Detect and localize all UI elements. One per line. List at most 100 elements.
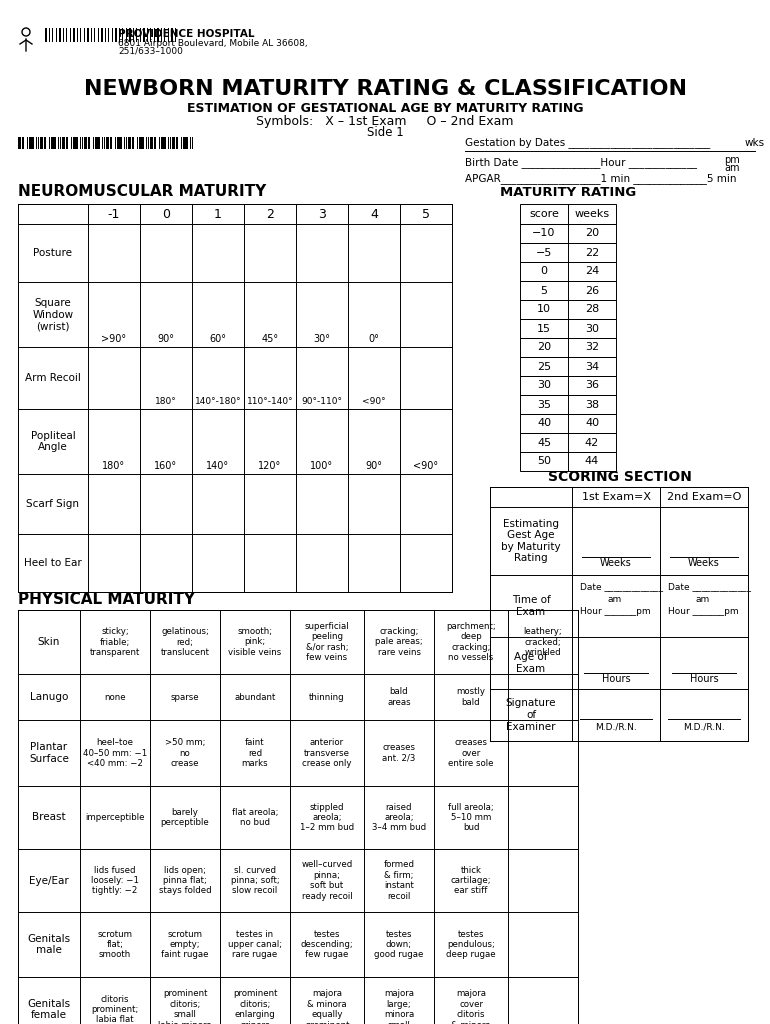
Text: creases
ant. 2/3: creases ant. 2/3: [383, 743, 416, 763]
Text: Gestation by Dates ___________________________: Gestation by Dates _____________________…: [465, 137, 710, 148]
Bar: [18, 204, 452, 592]
Bar: [91, 137, 92, 150]
Bar: [520, 395, 616, 414]
Text: 10: 10: [537, 304, 551, 314]
Bar: [35, 137, 37, 150]
Bar: [143, 28, 146, 42]
Text: 2: 2: [266, 208, 274, 220]
Text: prominent
clitoris;
small
labia minora: prominent clitoris; small labia minora: [158, 989, 212, 1024]
Bar: [139, 28, 140, 42]
Bar: [520, 243, 616, 262]
Bar: [148, 137, 149, 150]
Bar: [520, 262, 616, 281]
Text: -1: -1: [108, 208, 120, 220]
Text: parchment;
deep
cracking;
no vessels: parchment; deep cracking; no vessels: [446, 622, 496, 663]
Bar: [62, 137, 65, 150]
Text: testes
down;
good rugae: testes down; good rugae: [374, 930, 424, 959]
Bar: [52, 28, 53, 42]
Text: scrotum
flat;
smooth: scrotum flat; smooth: [98, 930, 132, 959]
Bar: [122, 28, 123, 42]
Text: 2nd Exam=O: 2nd Exam=O: [667, 492, 742, 502]
Bar: [115, 137, 116, 150]
Bar: [89, 137, 90, 150]
Text: testes in
upper canal;
rare rugae: testes in upper canal; rare rugae: [228, 930, 282, 959]
Text: am: am: [696, 595, 710, 603]
Text: Date _____________: Date _____________: [580, 583, 663, 592]
Text: prominent
clitoris;
enlarging
minora: prominent clitoris; enlarging minora: [233, 989, 277, 1024]
Text: flat areola;
no bud: flat areola; no bud: [232, 808, 278, 827]
Text: imperceptible: imperceptible: [85, 813, 145, 822]
Bar: [55, 137, 56, 150]
Text: Heel to Ear: Heel to Ear: [24, 558, 82, 568]
Bar: [141, 137, 142, 150]
Text: Square
Window
(wrist): Square Window (wrist): [32, 298, 74, 331]
Bar: [132, 28, 133, 42]
Text: wks: wks: [745, 138, 765, 148]
Bar: [130, 137, 131, 150]
Bar: [143, 137, 144, 150]
Text: thinning: thinning: [310, 692, 345, 701]
Text: Weeks: Weeks: [688, 558, 720, 568]
Text: 36: 36: [585, 381, 599, 390]
Text: 0: 0: [162, 208, 170, 220]
Text: 26: 26: [585, 286, 599, 296]
Text: MATURITY RATING: MATURITY RATING: [500, 186, 636, 200]
Bar: [64, 137, 65, 150]
Text: 0°: 0°: [369, 334, 380, 344]
Bar: [153, 28, 155, 42]
Text: am: am: [724, 163, 739, 173]
Text: majora
cover
clitoris
& minora: majora cover clitoris & minora: [451, 989, 490, 1024]
Text: Popliteal
Angle: Popliteal Angle: [31, 431, 75, 453]
Text: none: none: [104, 692, 126, 701]
Bar: [115, 28, 117, 42]
Text: anterior
transverse
crease only: anterior transverse crease only: [303, 738, 352, 768]
Bar: [168, 137, 169, 150]
Text: Breast: Breast: [32, 812, 65, 822]
Text: 180°: 180°: [102, 461, 126, 471]
Text: PHYSICAL MATURITY: PHYSICAL MATURITY: [18, 593, 195, 607]
Bar: [150, 137, 152, 150]
Bar: [520, 433, 616, 452]
Text: Side 1: Side 1: [367, 127, 403, 139]
Bar: [76, 28, 78, 42]
Text: clitoris
prominent;
labia flat: clitoris prominent; labia flat: [92, 994, 139, 1024]
Text: 15: 15: [537, 324, 551, 334]
Bar: [520, 224, 616, 243]
Text: pm: pm: [724, 155, 740, 165]
Text: barely
perceptible: barely perceptible: [161, 808, 209, 827]
Bar: [18, 610, 578, 1024]
Text: Weeks: Weeks: [600, 558, 632, 568]
Bar: [79, 137, 81, 150]
Text: majora
large;
minora
small: majora large; minora small: [384, 989, 414, 1024]
Text: ESTIMATION OF GESTATIONAL AGE BY MATURITY RATING: ESTIMATION OF GESTATIONAL AGE BY MATURIT…: [187, 102, 583, 116]
Bar: [51, 137, 53, 150]
Bar: [40, 137, 42, 150]
Bar: [150, 28, 151, 42]
Text: 120°: 120°: [259, 461, 282, 471]
Bar: [101, 28, 103, 42]
Text: full areola;
5–10 mm
bud: full areola; 5–10 mm bud: [448, 803, 494, 833]
Bar: [110, 137, 112, 150]
Text: M.D./R.N.: M.D./R.N.: [683, 723, 725, 731]
Bar: [171, 28, 173, 42]
Bar: [159, 137, 160, 150]
Bar: [132, 137, 134, 150]
Text: 1st Exam=X: 1st Exam=X: [581, 492, 651, 502]
Text: Plantar
Surface: Plantar Surface: [29, 742, 69, 764]
Bar: [93, 137, 94, 150]
Text: sparse: sparse: [171, 692, 199, 701]
Text: 60°: 60°: [209, 334, 226, 344]
Text: 38: 38: [585, 399, 599, 410]
Bar: [22, 137, 24, 150]
Bar: [20, 137, 21, 150]
Bar: [108, 28, 109, 42]
Text: majora
& minora
equally
prominent: majora & minora equally prominent: [305, 989, 350, 1024]
Bar: [47, 137, 48, 150]
Text: 5: 5: [422, 208, 430, 220]
Bar: [66, 137, 68, 150]
Text: mostly
bald: mostly bald: [457, 687, 486, 707]
Text: 180°: 180°: [155, 396, 177, 406]
Text: 24: 24: [585, 266, 599, 276]
Text: 28: 28: [585, 304, 599, 314]
Bar: [136, 28, 137, 42]
